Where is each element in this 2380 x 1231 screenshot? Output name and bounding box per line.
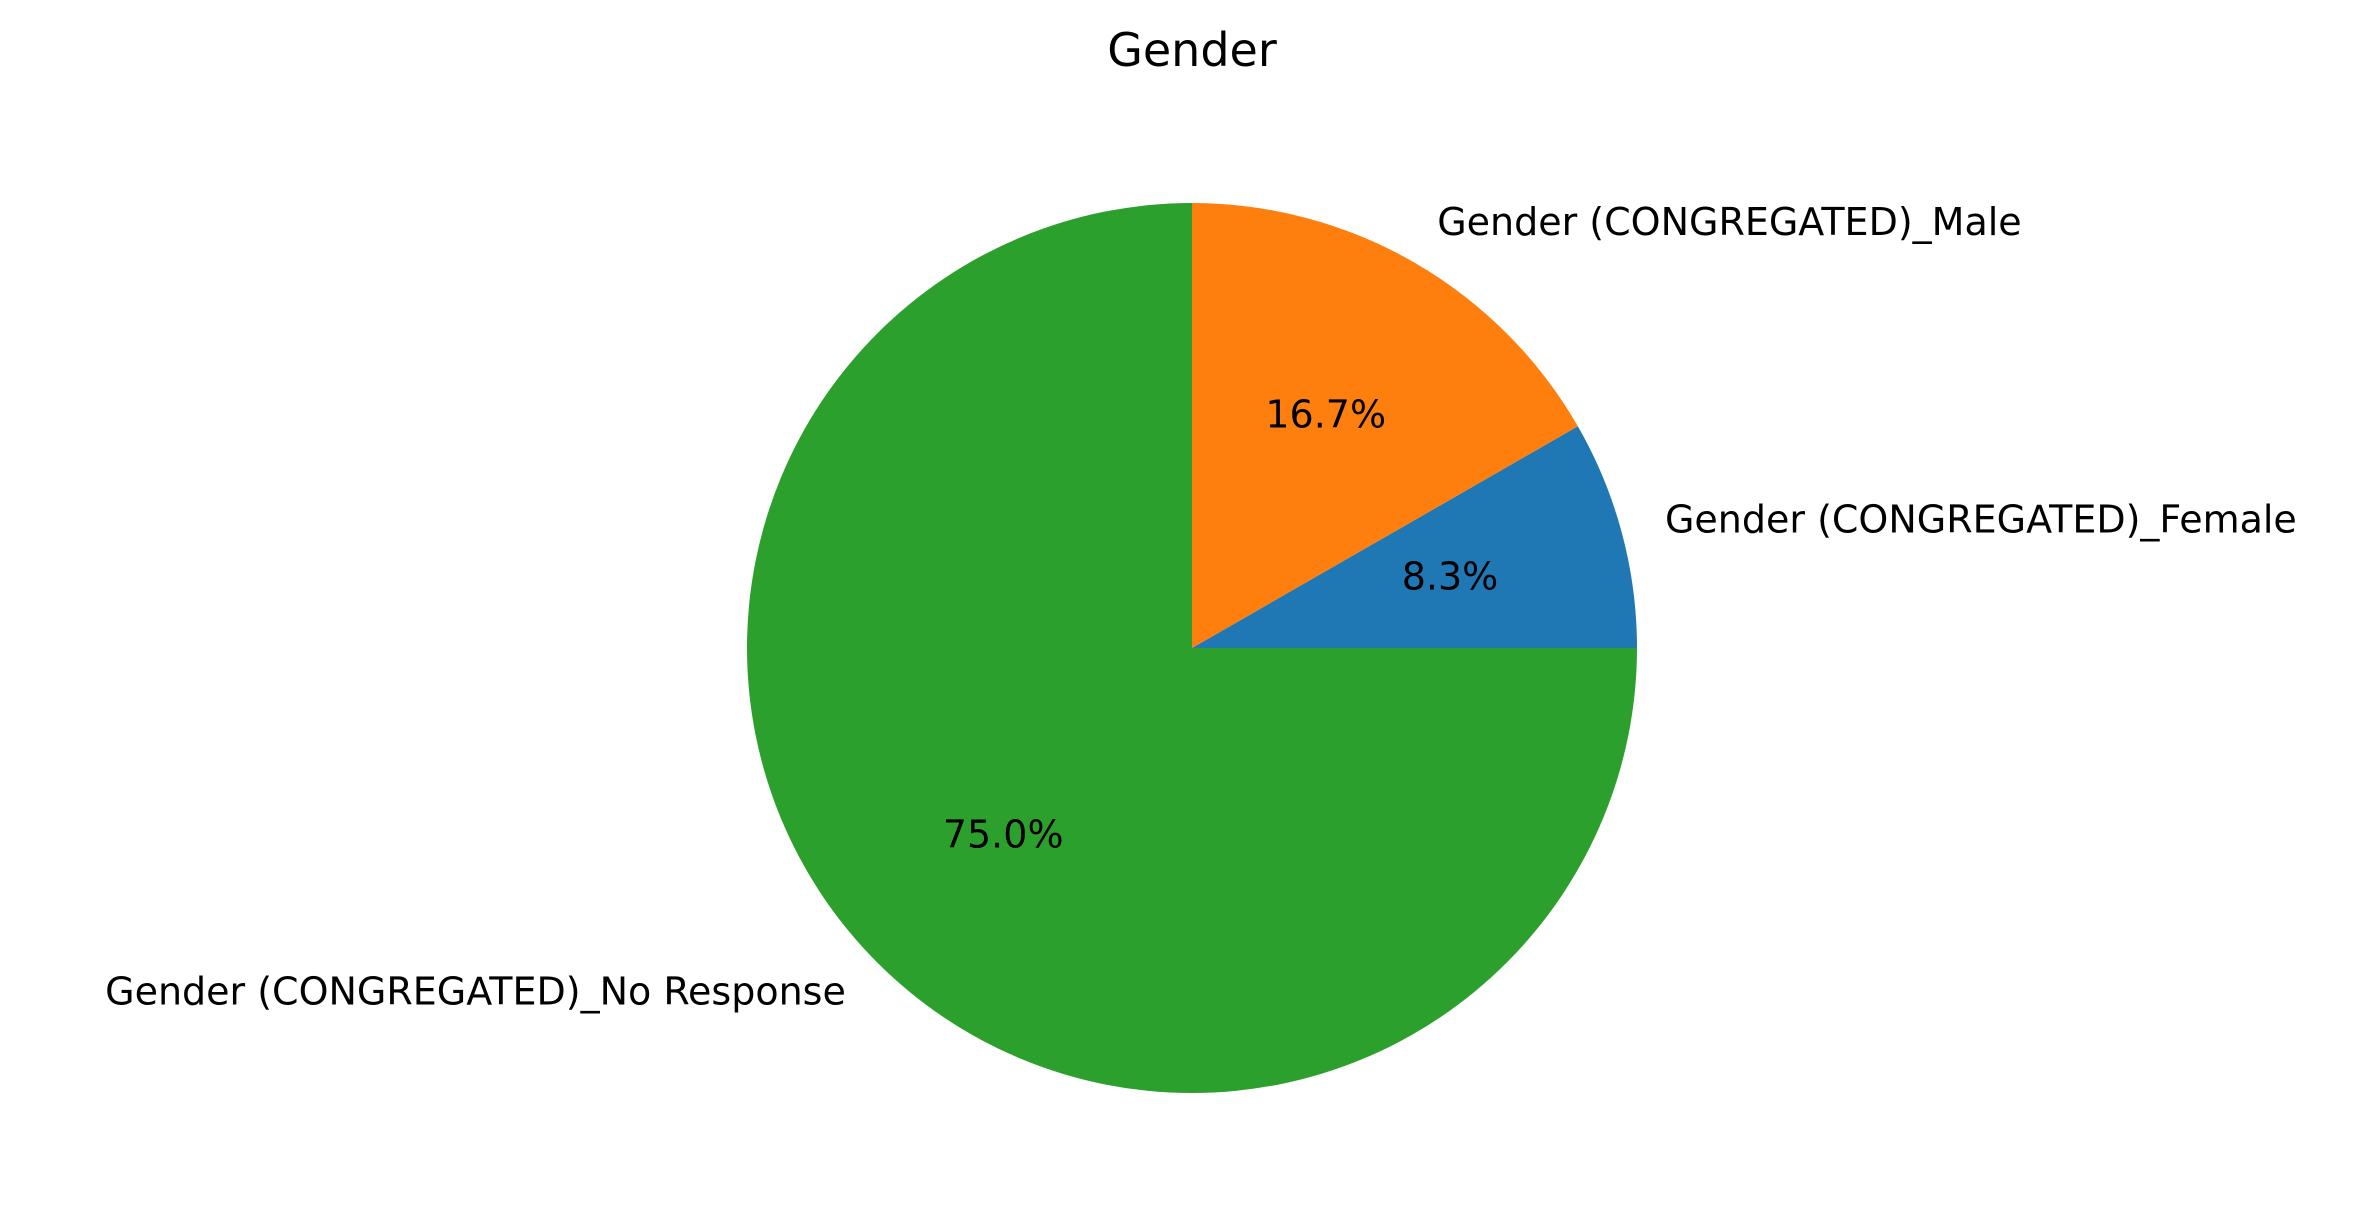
- pie-labels: Gender (CONGREGATED)_Female 8.3% Gender (C…: [105, 200, 2297, 1014]
- chart-title: Gender: [1107, 23, 1277, 77]
- pie-slice-1: [1192, 202, 1578, 648]
- pie-slice-2: [747, 203, 1637, 1093]
- pie-slices: [747, 202, 1637, 1093]
- slice-percent-0: 8.3%: [1402, 555, 1499, 599]
- slice-percent-1: 16.7%: [1265, 392, 1386, 436]
- pie-slice-0: [1192, 426, 1637, 648]
- slice-label-2: Gender (CONGREGATED)_No Response: [105, 970, 846, 1014]
- slice-label-1: Gender (CONGREGATED)_Male: [1437, 200, 2021, 244]
- slice-percent-2: 75.0%: [943, 812, 1064, 856]
- slice-label-0: Gender (CONGREGATED)_Female: [1665, 497, 2297, 541]
